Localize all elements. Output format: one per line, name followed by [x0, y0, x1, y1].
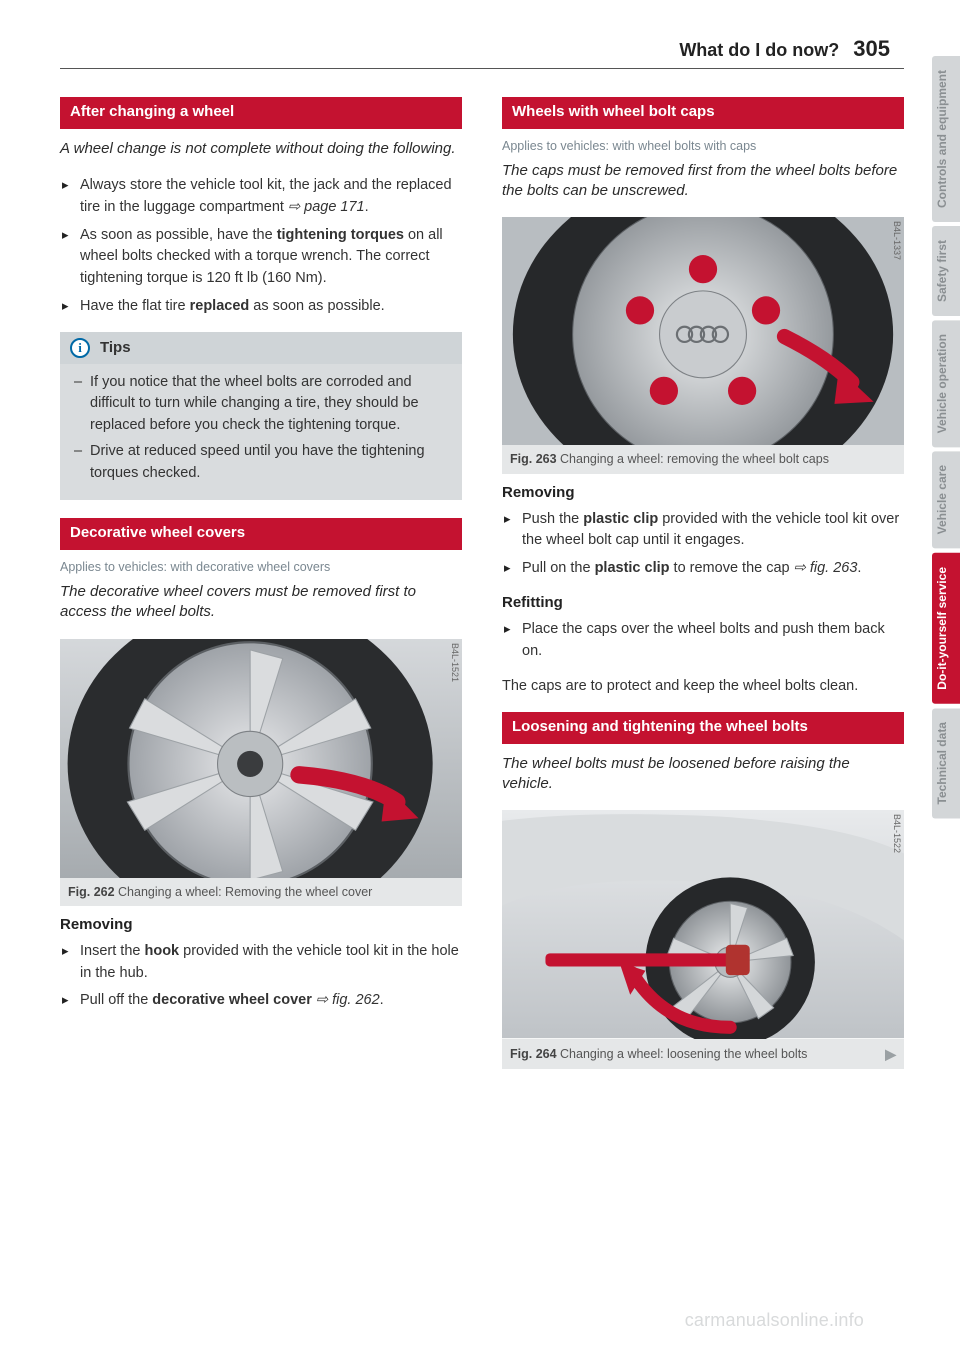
section1-lead: A wheel change is not complete without d…: [60, 139, 462, 159]
section-wheel-bolt-caps: Wheels with wheel bolt caps: [502, 97, 904, 129]
tips-box: i Tips If you notice that the wheel bolt…: [60, 332, 462, 501]
applies-decorative: Applies to vehicles: with decorative whe…: [60, 560, 462, 574]
figure-262-caption: Fig. 262 Changing a wheel: Removing the …: [60, 878, 462, 906]
tab-safety[interactable]: Safety first: [932, 226, 960, 316]
figure-262: B4L-1521 Fig. 262 Changing a wheel: Remo…: [60, 639, 462, 906]
tab-diy-service[interactable]: Do-it-yourself service: [932, 553, 960, 704]
figure-262-image: [60, 639, 462, 878]
loosen-lead: The wheel bolts must be loosened before …: [502, 754, 904, 795]
refitting-bullets: Place the caps over the wheel bolts and …: [502, 619, 904, 663]
continue-arrow-icon: ▶: [885, 1045, 896, 1063]
tab-vehicle-care[interactable]: Vehicle care: [932, 451, 960, 548]
bullet-tightening-torques: As soon as possible, have the tightening…: [60, 225, 462, 290]
bullet-push-clip: Push the plastic clip provided with the …: [502, 509, 904, 553]
tab-technical-data[interactable]: Technical data: [932, 708, 960, 818]
content-columns: After changing a wheel A wheel change is…: [60, 91, 904, 1075]
figure-264: B4L-1522 Fig. 264 Changing a wheel: loos…: [502, 810, 904, 1068]
figure-263: B4L-1337 Fig. 263 Changing a wheel: remo…: [502, 217, 904, 473]
removing-subhead-right: Removing: [502, 484, 904, 501]
section-after-changing-wheel: After changing a wheel: [60, 97, 462, 129]
refitting-note: The caps are to protect and keep the whe…: [502, 676, 904, 698]
tips-body: If you notice that the wheel bolts are c…: [60, 364, 462, 501]
section-loosen-tighten: Loosening and tightening the wheel bolts: [502, 712, 904, 744]
section-decorative-covers: Decorative wheel covers: [60, 518, 462, 550]
figure-264-caption: Fig. 264 Changing a wheel: loosening the…: [502, 1039, 904, 1069]
bullet-pull-cover: Pull off the decorative wheel cover ⇨ fi…: [60, 990, 462, 1012]
removing-bullets-left: Insert the hook provided with the vehicl…: [60, 941, 462, 1012]
figure-263-image: [502, 217, 904, 445]
side-tabs: Controls and equipment Safety first Vehi…: [932, 56, 960, 818]
tab-controls[interactable]: Controls and equipment: [932, 56, 960, 222]
tip-1: If you notice that the wheel bolts are c…: [72, 372, 450, 437]
caps-lead: The caps must be removed first from the …: [502, 161, 904, 202]
bullet-flat-tire-replaced: Have the flat tire replaced as soon as p…: [60, 296, 462, 318]
page-header: What do I do now? 305: [60, 36, 904, 69]
tips-title: Tips: [100, 339, 131, 356]
applies-caps: Applies to vehicles: with wheel bolts wi…: [502, 139, 904, 153]
decorative-lead: The decorative wheel covers must be remo…: [60, 582, 462, 623]
removing-bullets-right: Push the plastic clip provided with the …: [502, 509, 904, 580]
figure-263-caption: Fig. 263 Changing a wheel: removing the …: [502, 445, 904, 473]
section1-bullets: Always store the vehicle tool kit, the j…: [60, 175, 462, 318]
figure-264-caption-text: Fig. 264 Changing a wheel: loosening the…: [510, 1046, 807, 1062]
header-title: What do I do now?: [679, 40, 839, 61]
bullet-pull-clip: Pull on the plastic clip to remove the c…: [502, 558, 904, 580]
watermark: carmanualsonline.info: [685, 1310, 864, 1331]
tips-header: i Tips: [60, 332, 462, 364]
bullet-place-caps: Place the caps over the wheel bolts and …: [502, 619, 904, 663]
tip-2: Drive at reduced speed until you have th…: [72, 441, 450, 485]
bullet-insert-hook: Insert the hook provided with the vehicl…: [60, 941, 462, 985]
figure-264-image: [502, 810, 904, 1038]
info-icon: i: [70, 338, 90, 358]
tab-vehicle-operation[interactable]: Vehicle operation: [932, 320, 960, 447]
figure-264-code: B4L-1522: [892, 814, 902, 853]
bullet-store-toolkit: Always store the vehicle tool kit, the j…: [60, 175, 462, 219]
removing-subhead-left: Removing: [60, 916, 462, 933]
right-column: Wheels with wheel bolt caps Applies to v…: [502, 91, 904, 1075]
figure-263-code: B4L-1337: [892, 221, 902, 260]
page-number: 305: [853, 36, 890, 62]
left-column: After changing a wheel A wheel change is…: [60, 91, 462, 1075]
figure-262-code: B4L-1521: [450, 643, 460, 682]
refitting-subhead: Refitting: [502, 594, 904, 611]
